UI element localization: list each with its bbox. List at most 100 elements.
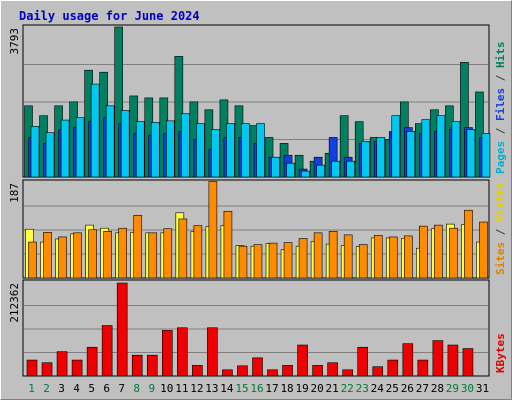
kbytes-bar-day-27	[417, 359, 429, 377]
kbytes-bar-day-20	[312, 365, 323, 377]
kbytes-bar-day-7	[116, 282, 128, 377]
x-tick-label-day-5: 5	[88, 382, 95, 395]
x-tick-label-day-25: 25	[386, 382, 399, 395]
sites-bar-day-20	[313, 232, 323, 279]
sites-bar-day-14	[223, 210, 233, 279]
sites-bar-day-9	[148, 232, 158, 279]
sites-bar-day-5	[88, 229, 97, 279]
pages-bar-day-14	[226, 123, 235, 178]
sites-bar-day-15	[238, 245, 248, 279]
pages-bar-day-27	[421, 119, 431, 178]
panel-visits: 187 Sites / Visits	[8, 179, 507, 279]
kbytes-bar-day-13	[207, 327, 218, 377]
x-tick-label-day-7: 7	[118, 382, 125, 395]
pages-bar-day-25	[391, 115, 401, 178]
sites-bar-day-2	[43, 232, 52, 279]
x-tick-label-day-14: 14	[220, 382, 234, 395]
x-tick-label-day-28: 28	[431, 382, 444, 395]
sites-bar-day-30	[464, 209, 473, 279]
sites-bar-day-8	[133, 215, 143, 279]
x-tick-label-day-18: 18	[280, 382, 293, 395]
pages-bar-day-6	[105, 105, 115, 178]
kbytes-bar-day-10	[161, 330, 173, 377]
sites-bar-day-27	[419, 225, 428, 279]
pages-bar-day-5	[90, 83, 100, 178]
x-tick-label-day-1: 1	[28, 382, 35, 395]
panel-hits-legend-part-1: /	[494, 121, 507, 141]
x-tick-label-day-24: 24	[371, 382, 385, 395]
sites-bar-day-26	[404, 235, 413, 279]
x-tick-label-day-20: 20	[311, 382, 324, 395]
sites-bar-day-4	[73, 232, 82, 279]
pages-bar-day-11	[181, 113, 190, 178]
kbytes-bar-day-14	[222, 369, 233, 377]
pages-bar-day-21	[331, 160, 340, 178]
pages-bar-day-16	[256, 123, 265, 178]
kbytes-bar-day-26	[402, 343, 414, 377]
kbytes-bar-day-17	[267, 369, 278, 377]
sites-bar-day-6	[103, 230, 112, 279]
pages-bar-day-22	[346, 160, 355, 178]
x-tick-label-day-6: 6	[103, 382, 110, 395]
pages-bar-day-26	[406, 131, 416, 178]
x-tick-label-day-30: 30	[461, 382, 474, 395]
sites-bar-day-25	[388, 236, 398, 279]
x-tick-label-day-16: 16	[250, 382, 263, 395]
sites-bar-day-24	[373, 235, 383, 279]
x-tick-label-day-15: 15	[235, 382, 248, 395]
panel-kbytes-legend: KBytes	[494, 333, 507, 373]
x-tick-label-day-12: 12	[190, 382, 203, 395]
pages-bar-day-13	[211, 129, 220, 178]
kbytes-bar-day-24	[372, 366, 384, 377]
pages-bar-day-12	[196, 123, 205, 178]
x-tick-label-day-2: 2	[43, 382, 50, 395]
kbytes-bar-day-15	[237, 365, 248, 377]
panel-hits-legend-part-2: Files	[494, 88, 507, 121]
x-tick-label-day-4: 4	[73, 382, 80, 395]
kbytes-bar-day-21	[327, 362, 338, 377]
x-tick-label-day-17: 17	[265, 382, 278, 395]
sites-bar-day-7	[118, 227, 127, 279]
pages-bar-day-2	[45, 132, 55, 178]
sites-bar-day-19	[298, 238, 308, 279]
x-axis-labels: 1 2 3 4 5 6 7 8 9 10 11 12 13 14 15 16 17 18 19 20 21 22 23 24 2…	[28, 382, 489, 395]
pages-bar-day-15	[241, 123, 250, 178]
pages-bar-day-19	[301, 170, 310, 178]
sites-bar-day-11	[178, 218, 188, 279]
sites-bar-day-29	[449, 227, 458, 279]
chart-title: Daily usage for June 2024	[19, 9, 200, 23]
x-tick-label-day-10: 10	[160, 382, 173, 395]
panel-visits-legend: Sites / Visits	[494, 182, 507, 275]
pages-bar-day-23	[361, 141, 371, 178]
x-tick-label-day-11: 11	[175, 382, 188, 395]
kbytes-bar-day-6	[101, 325, 113, 377]
x-tick-label-day-3: 3	[58, 382, 65, 395]
kbytes-bar-day-28	[432, 340, 444, 377]
pages-bar-day-8	[135, 121, 145, 178]
pages-bar-day-18	[286, 162, 295, 178]
x-tick-label-day-9: 9	[148, 382, 155, 395]
pages-bar-day-17	[271, 156, 280, 178]
kbytes-bar-day-16	[252, 357, 263, 377]
kbytes-bar-day-11	[177, 327, 188, 377]
x-tick-label-day-8: 8	[133, 382, 140, 395]
x-tick-label-day-23: 23	[356, 382, 369, 395]
panel-kbytes-legend-part-0: KBytes	[494, 333, 507, 373]
panel-hits-legend-part-3: /	[494, 68, 507, 88]
panel-hits-ymax-label: 3793	[8, 28, 21, 55]
pages-bar-day-4	[75, 117, 85, 178]
kbytes-bar-day-9	[146, 354, 158, 377]
panel-visits-legend-part-0: Sites	[494, 242, 507, 275]
sites-bar-day-1	[28, 241, 37, 279]
pages-bar-day-10	[165, 120, 175, 178]
panel-visits-legend-part-1: /	[494, 222, 507, 242]
sites-bar-day-22	[343, 234, 353, 279]
kbytes-bar-day-18	[282, 365, 293, 377]
pages-bar-day-30	[466, 129, 476, 178]
pages-bar-day-3	[60, 119, 70, 178]
x-tick-label-day-29: 29	[446, 382, 459, 395]
kbytes-bar-day-22	[342, 369, 353, 377]
kbytes-bar-day-23	[357, 346, 369, 377]
x-tick-label-day-31: 31	[476, 382, 489, 395]
